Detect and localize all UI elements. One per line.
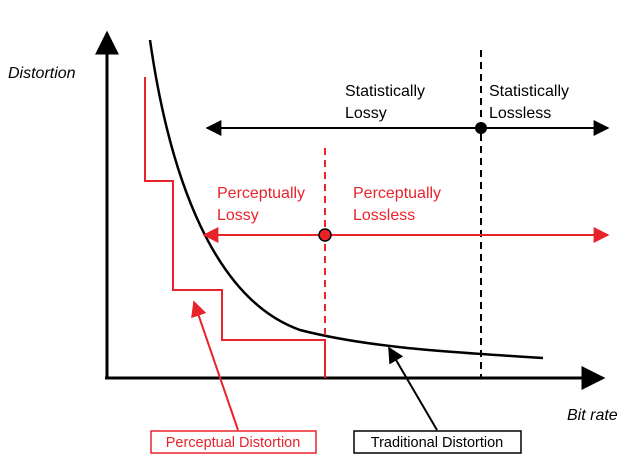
- statistically-lossless-label-line1: Statistically: [489, 83, 569, 100]
- traditional-legend-label: Traditional Distortion: [371, 435, 503, 451]
- statistically-lossy-label-line1: Statistically: [345, 83, 425, 100]
- x-axis-label: Bit rate: [567, 407, 618, 424]
- perceptually-lossy-label-line1: Perceptually: [217, 185, 305, 202]
- perceptual-legend-pointer: [191, 300, 239, 431]
- traditional-distortion-curve: [148, 39, 544, 360]
- statistically-lossy-label-line2: Lossy: [345, 105, 387, 122]
- perceptual-legend-label: Perceptual Distortion: [166, 435, 301, 451]
- perceptually-lossless-label-line2: Lossless: [353, 207, 415, 224]
- perceptually-lossless-label-line1: Perceptually: [353, 185, 441, 202]
- traditional-legend-box: [353, 430, 522, 454]
- traditional-legend-pointer: [388, 346, 438, 431]
- y-axis-label: Distortion: [8, 65, 76, 82]
- statistically-lossless-label-line2: Lossless: [489, 105, 551, 122]
- perceptual-distortion-staircase: [144, 77, 326, 378]
- perceptual-legend-box: [150, 430, 317, 454]
- statistical-threshold-point: [475, 122, 487, 134]
- perceptually-lossy-label-line2: Lossy: [217, 207, 259, 224]
- perceptual-threshold-point: [318, 228, 332, 242]
